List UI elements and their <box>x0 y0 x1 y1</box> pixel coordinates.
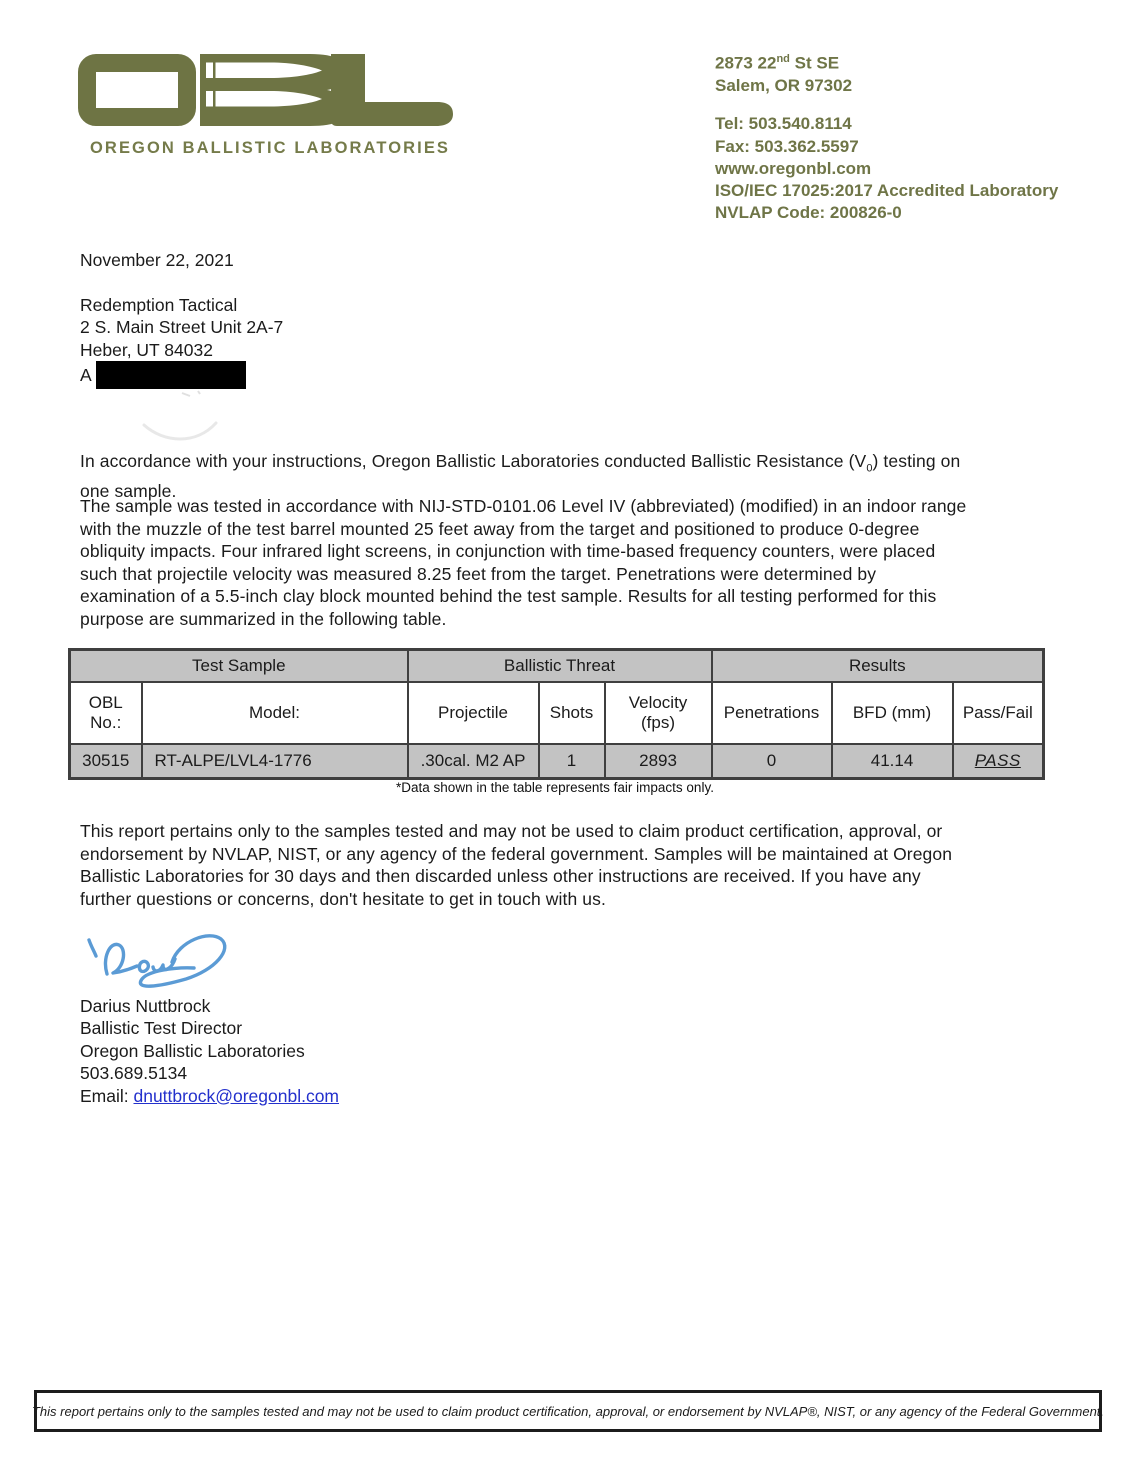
col-header-bfd: BFD (mm) <box>830 681 954 745</box>
v0-subscript: 0 <box>866 462 873 475</box>
col-header-obl-no: OBL No.: <box>68 681 143 745</box>
group-header-ballistic-threat: Ballistic Threat <box>406 648 713 683</box>
table-row: 30515 RT-ALPE/LVL4-1776 .30cal. M2 AP 1 … <box>68 743 1045 780</box>
handwritten-signature <box>87 934 227 988</box>
paragraph-disclaimer: This report pertains only to the samples… <box>80 821 953 909</box>
email-link[interactable]: dnuttbrock@oregonbl.com <box>133 1085 339 1106</box>
lab-address-line1: 2873 22nd St SE <box>715 53 840 73</box>
signer-phone: 503.689.5134 <box>80 1063 188 1084</box>
cell-shots: 1 <box>537 743 606 780</box>
recipient-name: Redemption Tactical <box>80 295 238 315</box>
table-group-header-row: Test Sample Ballistic Threat Results <box>68 648 1045 683</box>
obl-monogram-icon <box>78 54 453 126</box>
recipient-address2: Heber, UT 84032 <box>80 339 213 360</box>
cell-projectile: .30cal. M2 AP <box>406 743 540 780</box>
ordinal-superscript: nd <box>776 53 790 65</box>
lab-address-line2: Salem, OR 97302 <box>715 75 853 95</box>
paragraph-test-method: The sample was tested in accordance with… <box>80 496 967 629</box>
col-header-projectile: Projectile <box>406 681 540 745</box>
cell-penetrations: 0 <box>710 743 833 780</box>
lab-tel: Tel: 503.540.8114 <box>715 114 852 134</box>
col-header-velocity: Velocity (fps) <box>603 681 713 745</box>
lab-nvlap-code: NVLAP Code: 200826-0 <box>715 203 902 223</box>
letterhead-contact: 2873 22nd St SE Salem, OR 97302 Tel: 503… <box>715 48 1105 225</box>
letter-date: November 22, 2021 <box>80 250 234 270</box>
cell-bfd: 41.14 <box>830 743 954 780</box>
signer-name: Darius Nuttbrock <box>80 996 211 1016</box>
paragraph-intro: In accordance with your instructions, Or… <box>80 451 961 501</box>
redacted-line: A <box>80 360 283 389</box>
logo-tagline: OREGON BALLISTIC LABORATORIES <box>90 139 451 157</box>
recipient-block: Redemption Tactical 2 S. Main Street Uni… <box>80 294 283 389</box>
signer-company: Oregon Ballistic Laboratories <box>80 1040 305 1061</box>
col-header-pass-fail: Pass/Fail <box>951 681 1045 745</box>
cell-obl-no: 30515 <box>68 743 143 780</box>
redaction-bar <box>95 360 246 389</box>
scan-artifact <box>142 390 218 441</box>
results-table: Test Sample Ballistic Threat Results OBL… <box>68 648 1046 780</box>
col-header-model: Model: <box>140 681 409 745</box>
lab-website: www.oregonbl.com <box>715 158 872 178</box>
footer-disclaimer-text: This report pertains only to the samples… <box>31 1403 1105 1419</box>
cell-pass-fail: PASS <box>951 743 1045 780</box>
recipient-address1: 2 S. Main Street Unit 2A-7 <box>80 317 284 338</box>
signer-email-line: Email: dnuttbrock@oregonbl.com <box>80 1085 339 1106</box>
cell-model: RT-ALPE/LVL4-1776 <box>140 743 409 780</box>
cell-velocity: 2893 <box>603 743 713 780</box>
obl-logo: OREGON BALLISTIC LABORATORIES <box>78 50 478 158</box>
group-header-test-sample: Test Sample <box>68 648 409 683</box>
col-header-shots: Shots <box>537 681 606 745</box>
col-header-penetrations: Penetrations <box>710 681 833 745</box>
lab-fax: Fax: 503.362.5597 <box>715 136 859 156</box>
table-footnote: *Data shown in the table represents fair… <box>396 780 714 795</box>
table-column-header-row: OBL No.: Model: Projectile Shots Velocit… <box>68 681 1045 745</box>
group-header-results: Results <box>710 648 1045 683</box>
lab-accreditation: ISO/IEC 17025:2017 Accredited Laboratory <box>715 181 1059 201</box>
footer-disclaimer-box: This report pertains only to the samples… <box>31 1390 1105 1432</box>
signer-title: Ballistic Test Director <box>80 1018 243 1039</box>
signature-block: Darius Nuttbrock Ballistic Test Director… <box>80 995 339 1107</box>
